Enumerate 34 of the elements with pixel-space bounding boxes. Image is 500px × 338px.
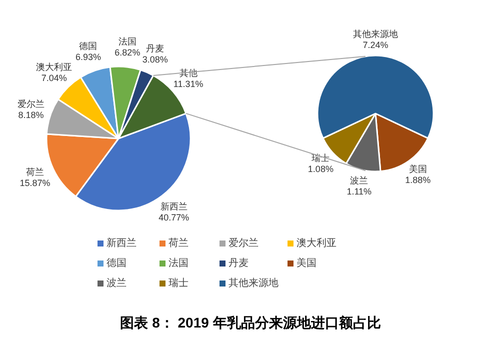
data-label: 15.87%: [20, 178, 50, 188]
data-label: 1.11%: [346, 186, 372, 196]
legend-label: 爱尔兰: [228, 237, 258, 249]
data-label: 6.82%: [114, 47, 140, 58]
slice-label: 德国: [79, 40, 98, 51]
slice-label: 美国: [408, 164, 427, 174]
slice-label: 澳大利亚: [36, 62, 72, 72]
legend-label: 丹麦: [228, 257, 248, 269]
data-label: 40.77%: [158, 212, 190, 223]
legend-label: 美国: [296, 257, 316, 269]
slice-label: 其他来源地: [353, 28, 398, 39]
slice-label: 荷兰: [26, 166, 44, 177]
slice-label: 波兰: [350, 175, 368, 186]
legend-label: 新西兰: [106, 237, 136, 249]
legend-label: 荷兰: [168, 237, 188, 249]
legend-label: 澳大利亚: [296, 237, 336, 249]
slice-label: 法国: [118, 36, 136, 46]
data-label: 11.31%: [173, 78, 204, 89]
text: 图表 8： 2019 年乳品分来源地进口额占比: [120, 314, 381, 330]
slice-label: 爱尔兰: [17, 99, 44, 110]
slice-label: 新西兰: [160, 202, 188, 212]
legend-label: 瑞士: [168, 277, 188, 289]
data-label: 1.88%: [405, 174, 431, 185]
data-label: 7.04%: [41, 73, 67, 84]
data-label: 1.08%: [308, 164, 334, 174]
legend-label: 波兰: [106, 277, 126, 289]
data-label: 7.24%: [362, 40, 388, 50]
legend-label: 法国: [168, 257, 188, 269]
legend-label: 其他来源地: [228, 277, 278, 289]
legend-label: 德国: [106, 258, 126, 269]
slice-label: 丹麦: [146, 43, 164, 54]
data-label: 8.18%: [18, 110, 44, 120]
data-label: 3.08%: [142, 54, 168, 64]
data-label: 6.93%: [75, 52, 101, 62]
